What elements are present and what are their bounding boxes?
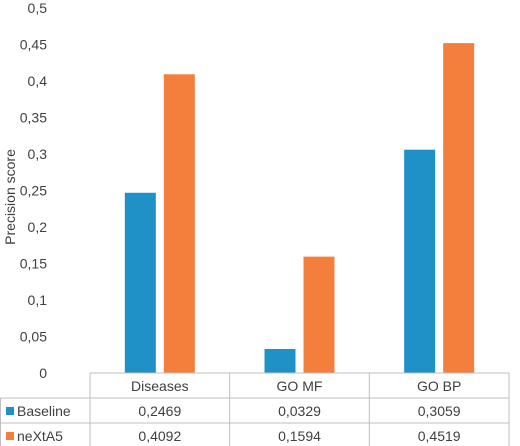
y-tick-label: 0,05 <box>20 329 47 345</box>
y-tick-label: 0,25 <box>20 183 47 199</box>
bar-nexta5-go-mf <box>303 256 335 373</box>
x-category-label: GO BP <box>417 378 461 394</box>
y-tick-label: 0,3 <box>28 146 48 162</box>
table-value: 0,3059 <box>418 403 461 419</box>
y-axis-label: Precision score <box>2 149 18 245</box>
legend-key-baseline <box>6 407 14 415</box>
y-tick-label: 0,1 <box>28 292 48 308</box>
y-tick-label: 0,4 <box>28 73 48 89</box>
bar-nexta5-go-bp <box>443 43 475 373</box>
bar-baseline-go-bp <box>404 149 436 373</box>
table-value: 0,4092 <box>138 428 181 444</box>
y-tick-label: 0,15 <box>20 256 47 272</box>
legend-label: neXtA5 <box>17 428 63 444</box>
y-tick-label: 0,5 <box>28 0 48 16</box>
legend-label: Baseline <box>17 403 71 419</box>
data-table: Diseases GO MF GO BP Baseline 0,2469 0,0329 0,… <box>0 372 510 446</box>
table-value: 0,2469 <box>138 403 181 419</box>
table-value: 0,1594 <box>278 428 321 444</box>
bar-nexta5-diseases <box>163 74 195 373</box>
table-value: 0,4519 <box>418 428 461 444</box>
x-category-label: GO MF <box>277 378 323 394</box>
x-category-label: Diseases <box>131 378 189 394</box>
bar-baseline-go-mf <box>264 348 296 373</box>
y-tick-label: 0,45 <box>20 37 47 53</box>
table-value: 0,0329 <box>278 403 321 419</box>
legend-key-nexta5 <box>6 432 14 440</box>
bars-layer <box>124 43 475 373</box>
y-tick-label: 0 <box>39 365 47 381</box>
y-tick-label: 0,35 <box>20 110 47 126</box>
y-tick-label: 0,2 <box>28 219 48 235</box>
axis-layer: 0 0,05 0,1 0,15 0,2 0,25 0,3 0,35 0,4 0,45 0,5 <box>20 0 47 381</box>
bar-baseline-diseases <box>124 192 156 373</box>
